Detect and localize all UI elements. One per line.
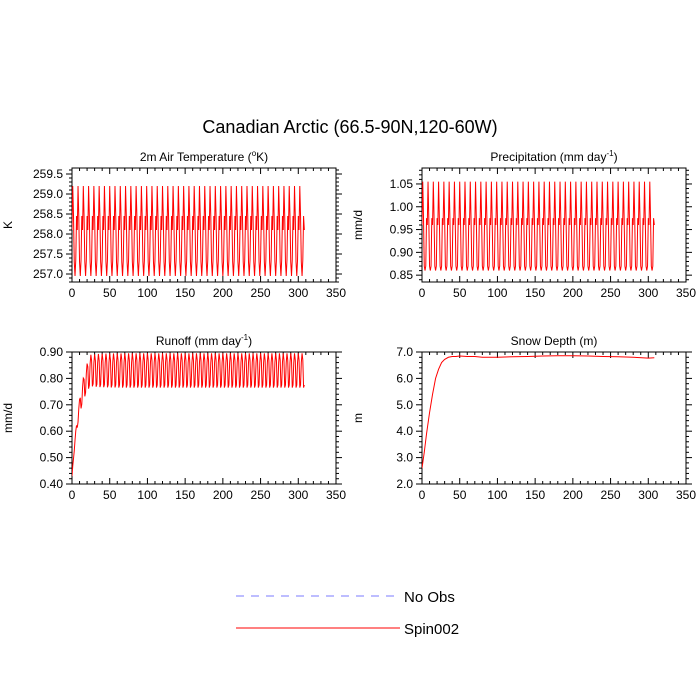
x-tick-label: 150	[175, 488, 195, 502]
x-tick-label: 150	[525, 488, 545, 502]
x-tick-label: 50	[103, 488, 117, 502]
x-tick-label: 100	[137, 286, 157, 300]
y-axis-label: m	[351, 413, 365, 423]
panel-bottom-right: 0 50 100 150 200 250 300 350 2.0 3.0 4.0 5.0 6.0 7.0 m…	[351, 334, 696, 502]
y-tick-label: 1.00	[390, 200, 414, 214]
y-tick-label: 0.40	[40, 477, 64, 491]
x-tick-label: 150	[175, 286, 195, 300]
y-tick-label: 0.90	[390, 245, 414, 259]
y-tick-label: 0.95	[390, 223, 414, 237]
y-tick-label: 6.0	[396, 371, 413, 385]
x-tick-label: 150	[525, 286, 545, 300]
figure-title: Canadian Arctic (66.5-90N,120-60W)	[202, 117, 497, 137]
y-tick-label: 259.5	[33, 167, 63, 181]
legend-no-obs-label: No Obs	[404, 589, 455, 606]
panel-title: 2m Air Temperature (oK)	[140, 149, 268, 164]
x-tick-label: 100	[487, 286, 507, 300]
plot-frame	[421, 351, 687, 485]
x-tick-label: 0	[419, 286, 426, 300]
x-tick-label: 250	[601, 286, 621, 300]
x-tick-label: 200	[563, 488, 583, 502]
y-tick-label: 0.85	[390, 268, 414, 282]
y-tick-label: 3.0	[396, 451, 413, 465]
x-tick-label: 200	[213, 286, 233, 300]
x-tick-label: 200	[563, 286, 583, 300]
y-tick-label: 0.70	[40, 398, 64, 412]
legend-spin002-label: Spin002	[404, 621, 459, 638]
x-tick-label: 350	[326, 286, 346, 300]
x-tick-label: 0	[69, 286, 76, 300]
y-axis-label: mm/d	[1, 403, 15, 433]
x-tick-label: 50	[453, 286, 467, 300]
x-tick-label: 250	[601, 488, 621, 502]
y-tick-label: 5.0	[396, 398, 413, 412]
x-tick-label: 0	[69, 488, 76, 502]
panel-bottom-left: 0 50 100 150 200 250 300 350 0.40 0.50 0.60 0.70 0.8…	[1, 333, 346, 502]
y-tick-label: 0.80	[40, 371, 64, 385]
y-tick-label: 4.0	[396, 424, 413, 438]
y-tick-label: 259.0	[33, 187, 63, 201]
panel-top-left: 0 50 100 150 200 250 300 350 257.0 257.5 258.0 258.…	[1, 149, 346, 300]
x-tick-label: 100	[137, 488, 157, 502]
panels: 0 50 100 150 200 250 300 350 257.0 257.5 258.0 258.…	[1, 149, 696, 502]
y-tick-label: 0.90	[40, 345, 64, 359]
x-tick-label: 300	[638, 286, 658, 300]
panel-title: Precipitation (mm day-1)	[490, 149, 617, 164]
x-tick-label: 200	[213, 488, 233, 502]
y-tick-label: 7.0	[396, 345, 413, 359]
x-tick-label: 50	[453, 488, 467, 502]
legend: No Obs Spin002	[236, 589, 459, 638]
y-tick-label: 0.50	[40, 451, 64, 465]
x-tick-label: 300	[638, 488, 658, 502]
series-line	[422, 181, 655, 271]
y-tick-label: 258.0	[33, 227, 63, 241]
x-tick-label: 300	[288, 286, 308, 300]
y-axis-label: K	[1, 221, 15, 229]
x-tick-label: 350	[676, 286, 696, 300]
y-tick-label: 257.5	[33, 247, 63, 261]
series-line	[72, 353, 305, 477]
panel-top-right: 0 50 100 150 200 250 300 350 0.85 0.90 0.95 1.00 1.0…	[351, 149, 696, 300]
panel-title: Runoff (mm day-1)	[156, 333, 252, 348]
x-tick-label: 300	[288, 488, 308, 502]
plot-frame	[71, 351, 337, 485]
y-axis-label: mm/d	[351, 210, 365, 240]
x-tick-label: 0	[419, 488, 426, 502]
y-tick-label: 258.5	[33, 207, 63, 221]
x-tick-label: 100	[487, 488, 507, 502]
x-tick-label: 250	[251, 286, 271, 300]
series-line	[72, 185, 305, 277]
x-tick-label: 250	[251, 488, 271, 502]
x-tick-label: 350	[326, 488, 346, 502]
x-tick-label: 50	[103, 286, 117, 300]
y-tick-label: 257.0	[33, 267, 63, 281]
x-tick-label: 350	[676, 488, 696, 502]
series-line	[422, 355, 655, 469]
y-tick-label: 1.05	[390, 177, 414, 191]
y-tick-label: 0.60	[40, 424, 64, 438]
y-tick-label: 2.0	[396, 477, 413, 491]
panel-title: Snow Depth (m)	[511, 334, 598, 348]
